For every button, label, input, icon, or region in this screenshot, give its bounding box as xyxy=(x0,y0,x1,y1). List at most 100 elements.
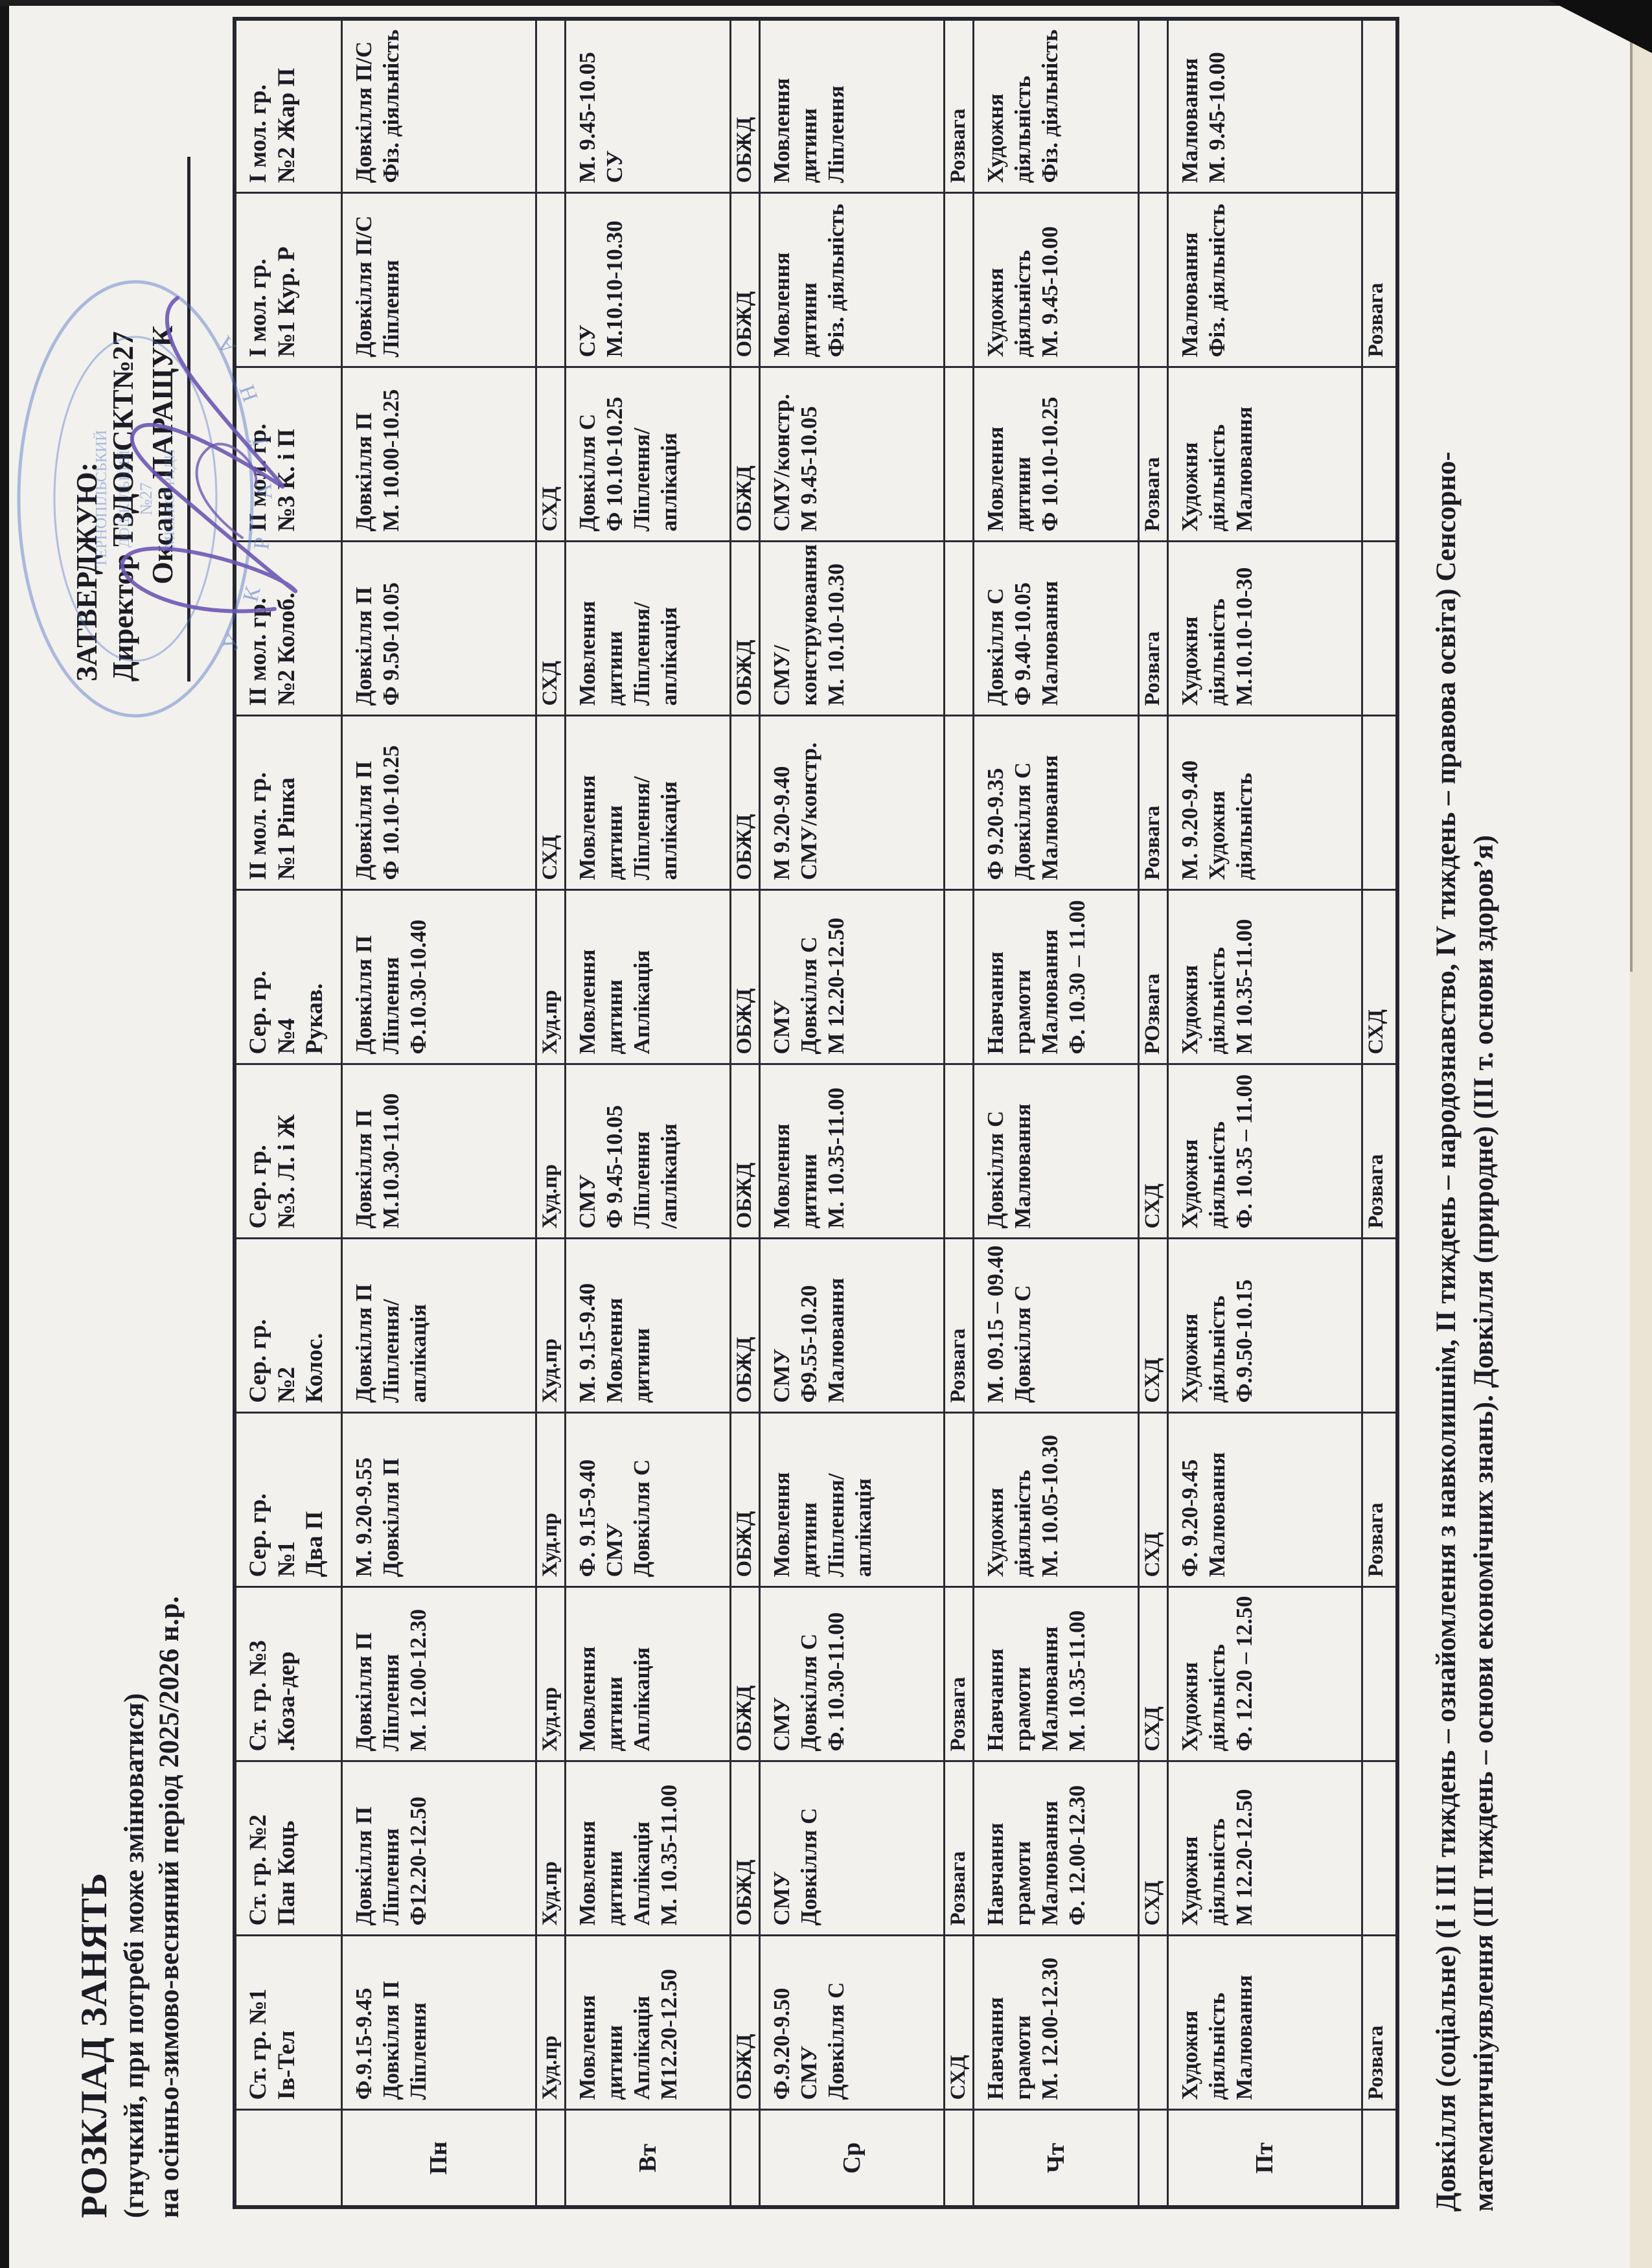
group-header: Сер. гр. №1 Два П xyxy=(235,1413,341,1587)
schedule-cell: Художня діяльність Ф. 12.20 – 12.50 xyxy=(1167,1587,1362,1761)
schedule-cell: Художня діяльність М. 10.05-10.30 xyxy=(973,1413,1138,1587)
schedule-cell: СХД xyxy=(1138,1587,1167,1761)
schedule-cell: Художня діяльність Ф. 10.35 – 11.00 xyxy=(1167,1064,1362,1239)
schedule-cell: Розвага xyxy=(944,1761,973,1936)
schedule-cell: Мовлення дитини М. 10.35-11.00 xyxy=(759,1064,944,1239)
schedule-cell: Худ.пр xyxy=(536,1413,565,1587)
day-spacer xyxy=(944,2110,973,2207)
schedule-cell: СХД xyxy=(536,367,565,542)
schedule-cell: Художня діяльність Фіз. діяльність xyxy=(973,19,1138,193)
schedule-cell: Довкілля П Ф 10.10-10.25 xyxy=(341,716,536,890)
day-label: Пн xyxy=(341,2110,536,2207)
stamp-inner-text: №27 xyxy=(137,483,155,516)
schedule-cell: Навчання грамоти Малювання М. 10.35-11.0… xyxy=(973,1587,1138,1761)
schedule-cell xyxy=(944,1064,973,1239)
schedule-cell xyxy=(1362,1761,1397,1936)
schedule-cell: ОБЖД xyxy=(730,193,759,367)
scanner-edge-left xyxy=(0,0,9,2268)
schedule-cell: Розвага xyxy=(1362,1064,1397,1239)
schedule-cell: М. 9.15-9.40 Мовлення дитини xyxy=(565,1239,730,1413)
schedule-cell: Худ.пр xyxy=(536,1587,565,1761)
schedule-cell: СМУ Довкілля С xyxy=(759,1761,944,1936)
schedule-cell: Художня діяльність М. 9.45-10.00 xyxy=(973,193,1138,367)
schedule-cell: Худ.пр xyxy=(536,1239,565,1413)
schedule-cell: Малювання М. 9.45-10.00 xyxy=(1167,19,1362,193)
schedule-cell: Розвага xyxy=(1138,542,1167,716)
schedule-cell xyxy=(1362,716,1397,890)
schedule-cell xyxy=(1138,19,1167,193)
schedule-cell: Навчання грамоти Малювання Ф. 12.00-12.3… xyxy=(973,1761,1138,1936)
schedule-cell: М 9.20-9.40 СМУ/констр. xyxy=(759,716,944,890)
schedule-cell xyxy=(944,542,973,716)
schedule-cell: Мовлення дитини Аплікація М12.20-12.50 xyxy=(565,1936,730,2110)
group-header: Сер. гр. №2 Колос. xyxy=(235,1239,341,1413)
schedule-cell: ОБЖД xyxy=(730,19,759,193)
schedule-cell: Мовлення дитини Ліплення xyxy=(759,19,944,193)
schedule-cell: Мовлення дитини Ф 10.10-10.25 xyxy=(973,367,1138,542)
schedule-cell: ОБЖД xyxy=(730,1587,759,1761)
schedule-table: Ст. гр. №1 Ів-Тел Ст. гр. №2 Пан Коць Ст. … xyxy=(233,17,1399,2209)
schedule-cell: СХД xyxy=(1138,1064,1167,1239)
schedule-cell: Розвага xyxy=(1362,1413,1397,1587)
schedule-cell: РОзвага xyxy=(1138,890,1167,1064)
schedule-cell xyxy=(1362,542,1397,716)
schedule-cell: Довкілля П М. 10.00-10.25 xyxy=(341,367,536,542)
day-label: Вт xyxy=(565,2110,730,2207)
schedule-cell: Худ.пр xyxy=(536,1936,565,2110)
schedule-cell: Ф.9.15-9.45 Довкілля П Ліплення xyxy=(341,1936,536,2110)
schedule-cell: СХД xyxy=(1138,1413,1167,1587)
schedule-cell: М. 9.20-9.55 Довкілля П xyxy=(341,1413,536,1587)
schedule-cell: ОБЖД xyxy=(730,367,759,542)
schedule-cell: Ф.9.20-9.50 СМУ Довкілля С xyxy=(759,1936,944,2110)
schedule-cell: ОБЖД xyxy=(730,890,759,1064)
schedule-cell: СМУ Ф9.55-10.20 Малювання xyxy=(759,1239,944,1413)
schedule-cell: Довкілля С Ф 9.40-10.05 Малювання xyxy=(973,542,1138,716)
document-title-block: РОЗКЛАД ЗАНЯТЬ (гнучкий, при потребі мож… xyxy=(71,1596,187,2218)
schedule-cell: СХД xyxy=(1138,1239,1167,1413)
schedule-cell: ОБЖД xyxy=(730,1064,759,1239)
schedule-cell xyxy=(1138,193,1167,367)
stamp-inner-text: ДОШКІЛЬНИЙ xyxy=(116,450,132,547)
schedule-cell: Ф. 9.15-9.40 СМУ Довкілля С xyxy=(565,1413,730,1587)
schedule-cell xyxy=(944,716,973,890)
scanner-edge-top xyxy=(0,0,1652,6)
schedule-cell: СМУ Ф 9.45-10.05 Ліплення /аплікація xyxy=(565,1064,730,1239)
schedule-cell: Мовлення дитини Аплікація М. 10.35-11.00 xyxy=(565,1761,730,1936)
schedule-cell: Малювання Фіз. діяльність xyxy=(1167,193,1362,367)
day-label: Чт xyxy=(973,2110,1138,2207)
schedule-cell: Розвага xyxy=(944,19,973,193)
paper-edge-strip xyxy=(1630,0,1652,2268)
schedule-cell: ОБЖД xyxy=(730,1936,759,2110)
schedule-cell: М. 9.45-10.05 СУ xyxy=(565,19,730,193)
schedule-cell: Довкілля П/С Ліплення xyxy=(341,193,536,367)
schedule-cell xyxy=(1362,367,1397,542)
round-stamp: У К Р А Ї Н А ТЕРНОПІЛЬСЬКИЙ ДОШКІЛЬНИЙ … xyxy=(17,280,277,718)
schedule-cell: Розвага xyxy=(1138,716,1167,890)
schedule-cell xyxy=(944,193,973,367)
schedule-cell xyxy=(1362,19,1397,193)
schedule-cell xyxy=(1362,1587,1397,1761)
schedule-cell: СХД xyxy=(536,716,565,890)
schedule-cell: Художня діяльність М.10.10-10-30 xyxy=(1167,542,1362,716)
schedule-cell xyxy=(944,890,973,1064)
schedule-cell xyxy=(536,193,565,367)
paper-edge-line xyxy=(1630,0,1633,972)
day-spacer xyxy=(730,2110,759,2207)
schedule-cell xyxy=(1138,1936,1167,2110)
schedule-cell: Довкілля П Ліплення/аплікація xyxy=(341,1239,536,1413)
group-header: Ст. гр. №3 .Коза-дер xyxy=(235,1587,341,1761)
schedule-cell: ОБЖД xyxy=(730,542,759,716)
day-spacer xyxy=(1138,2110,1167,2207)
schedule-cell xyxy=(536,19,565,193)
schedule-cell: СХД xyxy=(1362,890,1397,1064)
schedule-cell: Довкілля П Ліплення Ф.10.30-10.40 xyxy=(341,890,536,1064)
schedule-cell: Мовлення дитини Ліплення/аплікація xyxy=(565,542,730,716)
schedule-cell: Довкілля П/С Фіз. діяльність xyxy=(341,19,536,193)
stamp-inner-text: МІСЬКОЇ РАДИ xyxy=(161,449,178,548)
schedule-cell: СМУ/констр. М 9.45-10.05 xyxy=(759,367,944,542)
schedule-cell: Мовлення дитини Аплікація xyxy=(565,1587,730,1761)
schedule-cell: Художня діяльність М 10.35-11.00 xyxy=(1167,890,1362,1064)
day-spacer xyxy=(536,2110,565,2207)
schedule-cell: СХД xyxy=(1138,1761,1167,1936)
schedule-cell xyxy=(944,1413,973,1587)
